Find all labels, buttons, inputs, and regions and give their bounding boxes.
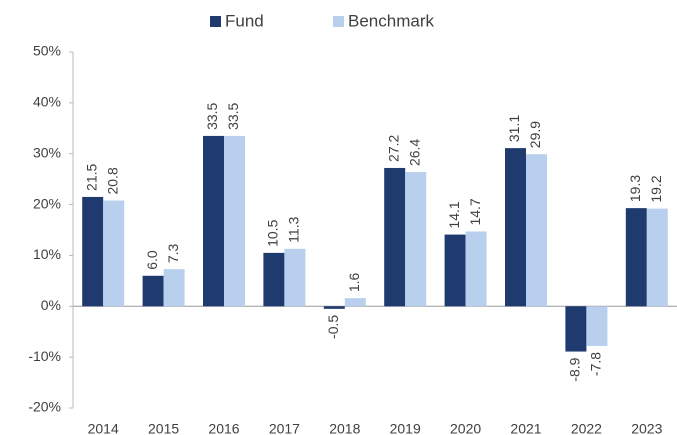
bar [625, 208, 647, 307]
legend-swatch [210, 16, 221, 27]
data-label: 7.3 [165, 243, 181, 263]
y-tick-label: 0% [41, 297, 61, 313]
data-label: 14.7 [467, 198, 483, 225]
bar [203, 135, 224, 307]
data-label: 31.1 [506, 115, 522, 142]
y-tick-label: 10% [33, 246, 61, 262]
bar [384, 167, 406, 307]
bar [586, 306, 608, 346]
bar [405, 172, 427, 307]
y-tick-label: -10% [28, 348, 61, 364]
data-label: 21.5 [83, 163, 99, 190]
data-label: 29.9 [527, 121, 543, 148]
x-tick-label: 2023 [631, 421, 662, 435]
data-label: -7.8 [588, 352, 604, 376]
data-label: 33.5 [225, 102, 241, 129]
bar [224, 135, 245, 307]
x-tick-label: 2016 [208, 421, 239, 435]
x-tick-label: 2017 [269, 421, 300, 435]
x-tick-label: 2014 [88, 421, 119, 435]
y-tick-label: 30% [33, 144, 61, 160]
bar [163, 269, 185, 307]
x-tick-label: 2022 [571, 421, 602, 435]
x-tick-label: 2021 [510, 421, 541, 435]
bar [284, 248, 306, 307]
data-label: 19.2 [648, 175, 664, 202]
legend-label: Fund [225, 11, 264, 30]
bar [82, 196, 104, 307]
bar [646, 208, 668, 307]
data-label: 6.0 [144, 250, 160, 270]
y-tick-label: 20% [33, 195, 61, 211]
x-tick-label: 2019 [390, 421, 421, 435]
bar [526, 154, 547, 307]
data-label: 27.2 [385, 134, 401, 161]
data-label: -0.5 [325, 315, 341, 339]
x-tick-label: 2020 [450, 421, 481, 435]
data-label: 20.8 [104, 167, 120, 194]
bar [565, 306, 587, 352]
bar [103, 200, 125, 307]
y-tick-label: -20% [28, 399, 61, 415]
bar [142, 275, 164, 307]
bar [344, 298, 366, 307]
y-tick-label: 40% [33, 94, 61, 110]
bar [505, 148, 526, 307]
data-label: 19.3 [627, 175, 643, 202]
bar [465, 231, 487, 307]
bar [263, 252, 285, 307]
data-label: 26.4 [406, 139, 422, 166]
bar [323, 306, 345, 309]
data-label: 14.1 [446, 201, 462, 228]
bar [444, 234, 466, 307]
data-label: 1.6 [346, 272, 362, 292]
legend-swatch [333, 16, 344, 27]
data-label: 11.3 [286, 216, 302, 242]
x-tick-label: 2015 [148, 421, 179, 435]
data-label: 10.5 [265, 219, 281, 246]
data-label: 33.5 [204, 102, 220, 129]
data-label: -8.9 [567, 357, 583, 381]
x-tick-label: 2018 [329, 421, 360, 435]
legend-label: Benchmark [348, 11, 434, 30]
y-tick-label: 50% [33, 43, 61, 59]
